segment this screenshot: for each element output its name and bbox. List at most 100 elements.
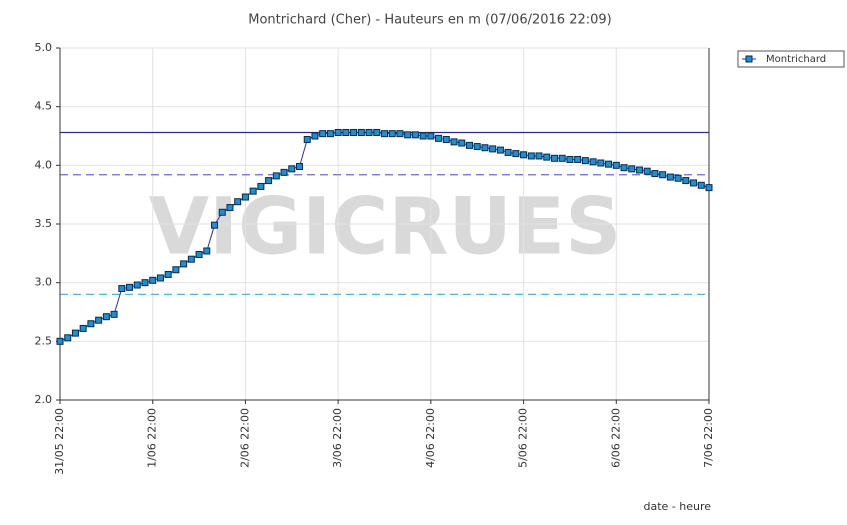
point — [543, 153, 551, 161]
point — [211, 221, 219, 229]
point — [357, 128, 365, 136]
y-tick-label: 4.5 — [35, 100, 53, 113]
point — [126, 283, 134, 291]
point — [504, 148, 512, 156]
x-tick-label: 3/06 22:00 — [331, 408, 344, 468]
point — [218, 208, 226, 216]
point — [296, 163, 304, 171]
x-tick-label: 6/06 22:00 — [609, 408, 622, 468]
y-tick-label: 2.5 — [35, 334, 53, 347]
point — [450, 138, 458, 146]
x-axis-label: date - heure — [643, 500, 711, 513]
point — [87, 320, 95, 328]
point — [558, 154, 566, 162]
point — [620, 164, 628, 172]
x-tick-label: 4/06 22:00 — [424, 408, 437, 468]
point — [319, 130, 327, 138]
point — [566, 155, 574, 163]
point — [141, 279, 149, 287]
point — [373, 128, 381, 136]
point — [697, 181, 705, 189]
point — [628, 165, 636, 173]
legend-label: Montrichard — [766, 54, 826, 65]
y-tick-label: 2.0 — [35, 393, 53, 406]
chart-title: Montrichard (Cher) - Hauteurs en m (07/0… — [248, 13, 611, 28]
point — [481, 144, 489, 152]
point — [589, 158, 597, 166]
point — [465, 141, 473, 149]
point — [396, 130, 404, 138]
point — [705, 184, 713, 192]
point — [265, 177, 273, 185]
point — [187, 255, 195, 263]
point — [288, 165, 296, 173]
point — [574, 155, 582, 163]
point — [156, 274, 164, 282]
point — [682, 177, 690, 185]
legend-box — [737, 50, 845, 68]
point — [56, 337, 64, 345]
y-tick-label: 5.0 — [35, 41, 53, 54]
point — [442, 136, 450, 144]
point — [581, 157, 589, 165]
point — [643, 167, 651, 175]
point — [280, 168, 288, 176]
point — [180, 260, 188, 268]
point — [404, 131, 412, 139]
point — [257, 182, 265, 190]
point — [419, 132, 427, 140]
x-tick-label: 5/06 22:00 — [517, 408, 530, 468]
point — [489, 145, 497, 153]
point — [411, 131, 419, 139]
point — [95, 316, 103, 324]
point — [334, 128, 342, 136]
point — [79, 324, 87, 332]
watermark: VIGICRUES — [149, 182, 622, 272]
point — [226, 204, 234, 212]
x-tick-label: 1/06 22:00 — [146, 408, 159, 468]
point — [473, 143, 481, 151]
point — [342, 128, 350, 136]
point — [612, 161, 620, 169]
point — [272, 172, 280, 180]
point — [674, 174, 682, 182]
x-tick-label: 2/06 22:00 — [238, 408, 251, 468]
point — [666, 173, 674, 181]
point — [388, 130, 396, 138]
point — [496, 146, 504, 154]
point — [311, 132, 319, 140]
point — [527, 152, 535, 160]
point — [427, 132, 435, 140]
point — [326, 130, 334, 138]
point — [435, 134, 443, 142]
y-tick-label: 4.0 — [35, 158, 53, 171]
y-tick-label: 3.0 — [35, 276, 53, 289]
point — [520, 151, 528, 159]
point — [149, 276, 157, 284]
point — [458, 139, 466, 147]
point — [133, 281, 141, 289]
point — [110, 310, 118, 318]
point — [597, 159, 605, 167]
point — [350, 128, 358, 136]
point — [172, 266, 180, 274]
x-tick-label: 7/06 22:00 — [702, 408, 715, 468]
point — [241, 193, 249, 201]
point — [651, 170, 659, 178]
point — [203, 247, 211, 255]
point — [164, 270, 172, 278]
point — [512, 150, 520, 158]
point — [690, 179, 698, 187]
point — [605, 160, 613, 168]
point — [71, 329, 79, 337]
point — [535, 152, 543, 160]
y-tick-label: 3.5 — [35, 217, 53, 230]
point — [64, 334, 72, 342]
point — [365, 128, 373, 136]
legend-marker — [745, 55, 753, 63]
point — [234, 198, 242, 206]
x-tick-label: 31/05 22:00 — [53, 408, 66, 475]
point — [303, 136, 311, 144]
point — [249, 187, 257, 195]
